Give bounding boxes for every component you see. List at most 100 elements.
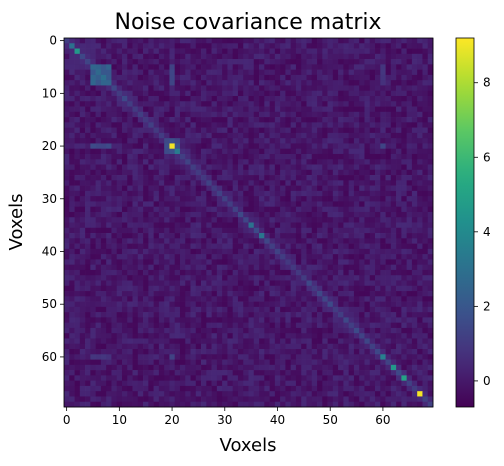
heatmap-cell: [295, 185, 302, 192]
heatmap-cell: [348, 164, 355, 171]
heatmap-cell: [332, 132, 339, 139]
heatmap-cell: [222, 180, 228, 186]
heatmap-cell: [338, 227, 344, 234]
heatmap-cell: [396, 74, 402, 81]
heatmap-cell: [406, 322, 413, 329]
heatmap-cell: [274, 38, 281, 44]
heatmap-cell: [401, 291, 407, 297]
heatmap-cell: [164, 185, 170, 192]
heatmap-cell: [85, 248, 91, 255]
heatmap-cell: [274, 90, 281, 97]
heatmap-cell: [95, 132, 102, 139]
heatmap-cell: [237, 243, 244, 250]
heatmap-cell: [306, 159, 313, 165]
heatmap-cell: [390, 122, 397, 128]
heatmap-cell: [385, 243, 392, 250]
heatmap-cell: [179, 391, 186, 397]
heatmap-cell: [153, 143, 160, 150]
heatmap-cell: [169, 264, 176, 271]
heatmap-cell: [179, 59, 186, 65]
heatmap-cell: [343, 322, 350, 329]
heatmap-cell: [396, 127, 402, 134]
heatmap-cell: [290, 269, 297, 276]
heatmap-cell: [406, 401, 413, 408]
heatmap-cell: [232, 111, 239, 118]
heatmap-cell: [132, 275, 139, 281]
heatmap-cell: [264, 285, 270, 292]
heatmap-cell: [127, 364, 133, 371]
heatmap-cell: [301, 322, 307, 329]
heatmap-cell: [179, 138, 186, 144]
heatmap-cell: [422, 53, 429, 60]
heatmap-cell: [280, 148, 286, 155]
heatmap-cell: [322, 169, 328, 176]
heatmap-cell: [74, 222, 81, 229]
heatmap-cell: [111, 143, 118, 150]
heatmap-cell: [64, 59, 70, 65]
heatmap-cell: [369, 153, 376, 160]
heatmap-cell: [174, 206, 181, 213]
heatmap-cell: [359, 385, 365, 392]
heatmap-cell: [385, 396, 392, 403]
heatmap-cell: [121, 280, 128, 287]
heatmap-cell: [306, 317, 313, 324]
heatmap-cell: [116, 159, 123, 165]
heatmap-cell: [158, 322, 165, 329]
heatmap-cell: [290, 306, 297, 313]
heatmap-cell: [327, 101, 334, 107]
heatmap-cell: [85, 80, 91, 86]
heatmap-cell: [127, 327, 133, 334]
heatmap-cell: [396, 59, 402, 65]
heatmap-cell: [174, 227, 181, 234]
heatmap-cell: [79, 280, 86, 287]
heatmap-cell: [148, 359, 154, 366]
heatmap-cell: [127, 254, 133, 260]
heatmap-cell: [222, 43, 228, 49]
heatmap-cell: [153, 254, 160, 260]
heatmap-cell: [406, 269, 413, 276]
heatmap-cell: [311, 375, 318, 381]
heatmap-cell: [206, 317, 212, 324]
heatmap-cell: [195, 354, 202, 360]
heatmap-cell: [206, 211, 212, 218]
heatmap-cell: [127, 275, 133, 281]
heatmap-cell: [90, 285, 96, 292]
heatmap-cell: [116, 333, 123, 339]
heatmap-cell: [153, 322, 160, 329]
heatmap-cell: [206, 396, 212, 403]
heatmap-cell: [406, 338, 413, 345]
heatmap-cell: [74, 354, 81, 360]
heatmap-cell: [311, 185, 318, 192]
heatmap-cell: [127, 343, 133, 350]
heatmap-cell: [206, 148, 212, 155]
heatmap-cell: [290, 222, 297, 229]
heatmap-cell: [132, 90, 139, 97]
heatmap-cell: [237, 291, 244, 297]
heatmap-cell: [116, 375, 123, 381]
heatmap-cell: [348, 80, 355, 86]
heatmap-cell: [206, 38, 212, 44]
heatmap-cell: [295, 211, 302, 218]
heatmap-cell: [301, 375, 307, 381]
heatmap-cell: [227, 169, 234, 176]
heatmap-cell: [380, 169, 386, 176]
heatmap-cell: [106, 301, 112, 308]
heatmap-cell: [69, 69, 75, 76]
heatmap-cell: [74, 185, 81, 192]
heatmap-cell: [427, 211, 434, 218]
heatmap-cell: [332, 111, 339, 118]
heatmap-cell: [121, 74, 128, 81]
heatmap-cell: [332, 338, 339, 345]
heatmap-cell: [164, 53, 170, 60]
heatmap-cell: [179, 296, 186, 302]
heatmap-cell: [375, 74, 381, 81]
heatmap-cell: [306, 343, 313, 350]
heatmap-cell: [106, 364, 112, 371]
heatmap-cell: [385, 190, 392, 197]
heatmap-cell: [169, 243, 176, 250]
heatmap-cell: [153, 122, 160, 128]
heatmap-cell: [274, 64, 281, 70]
heatmap-cell: [121, 264, 128, 271]
heatmap-cell: [375, 269, 381, 276]
heatmap-cell: [90, 275, 96, 281]
